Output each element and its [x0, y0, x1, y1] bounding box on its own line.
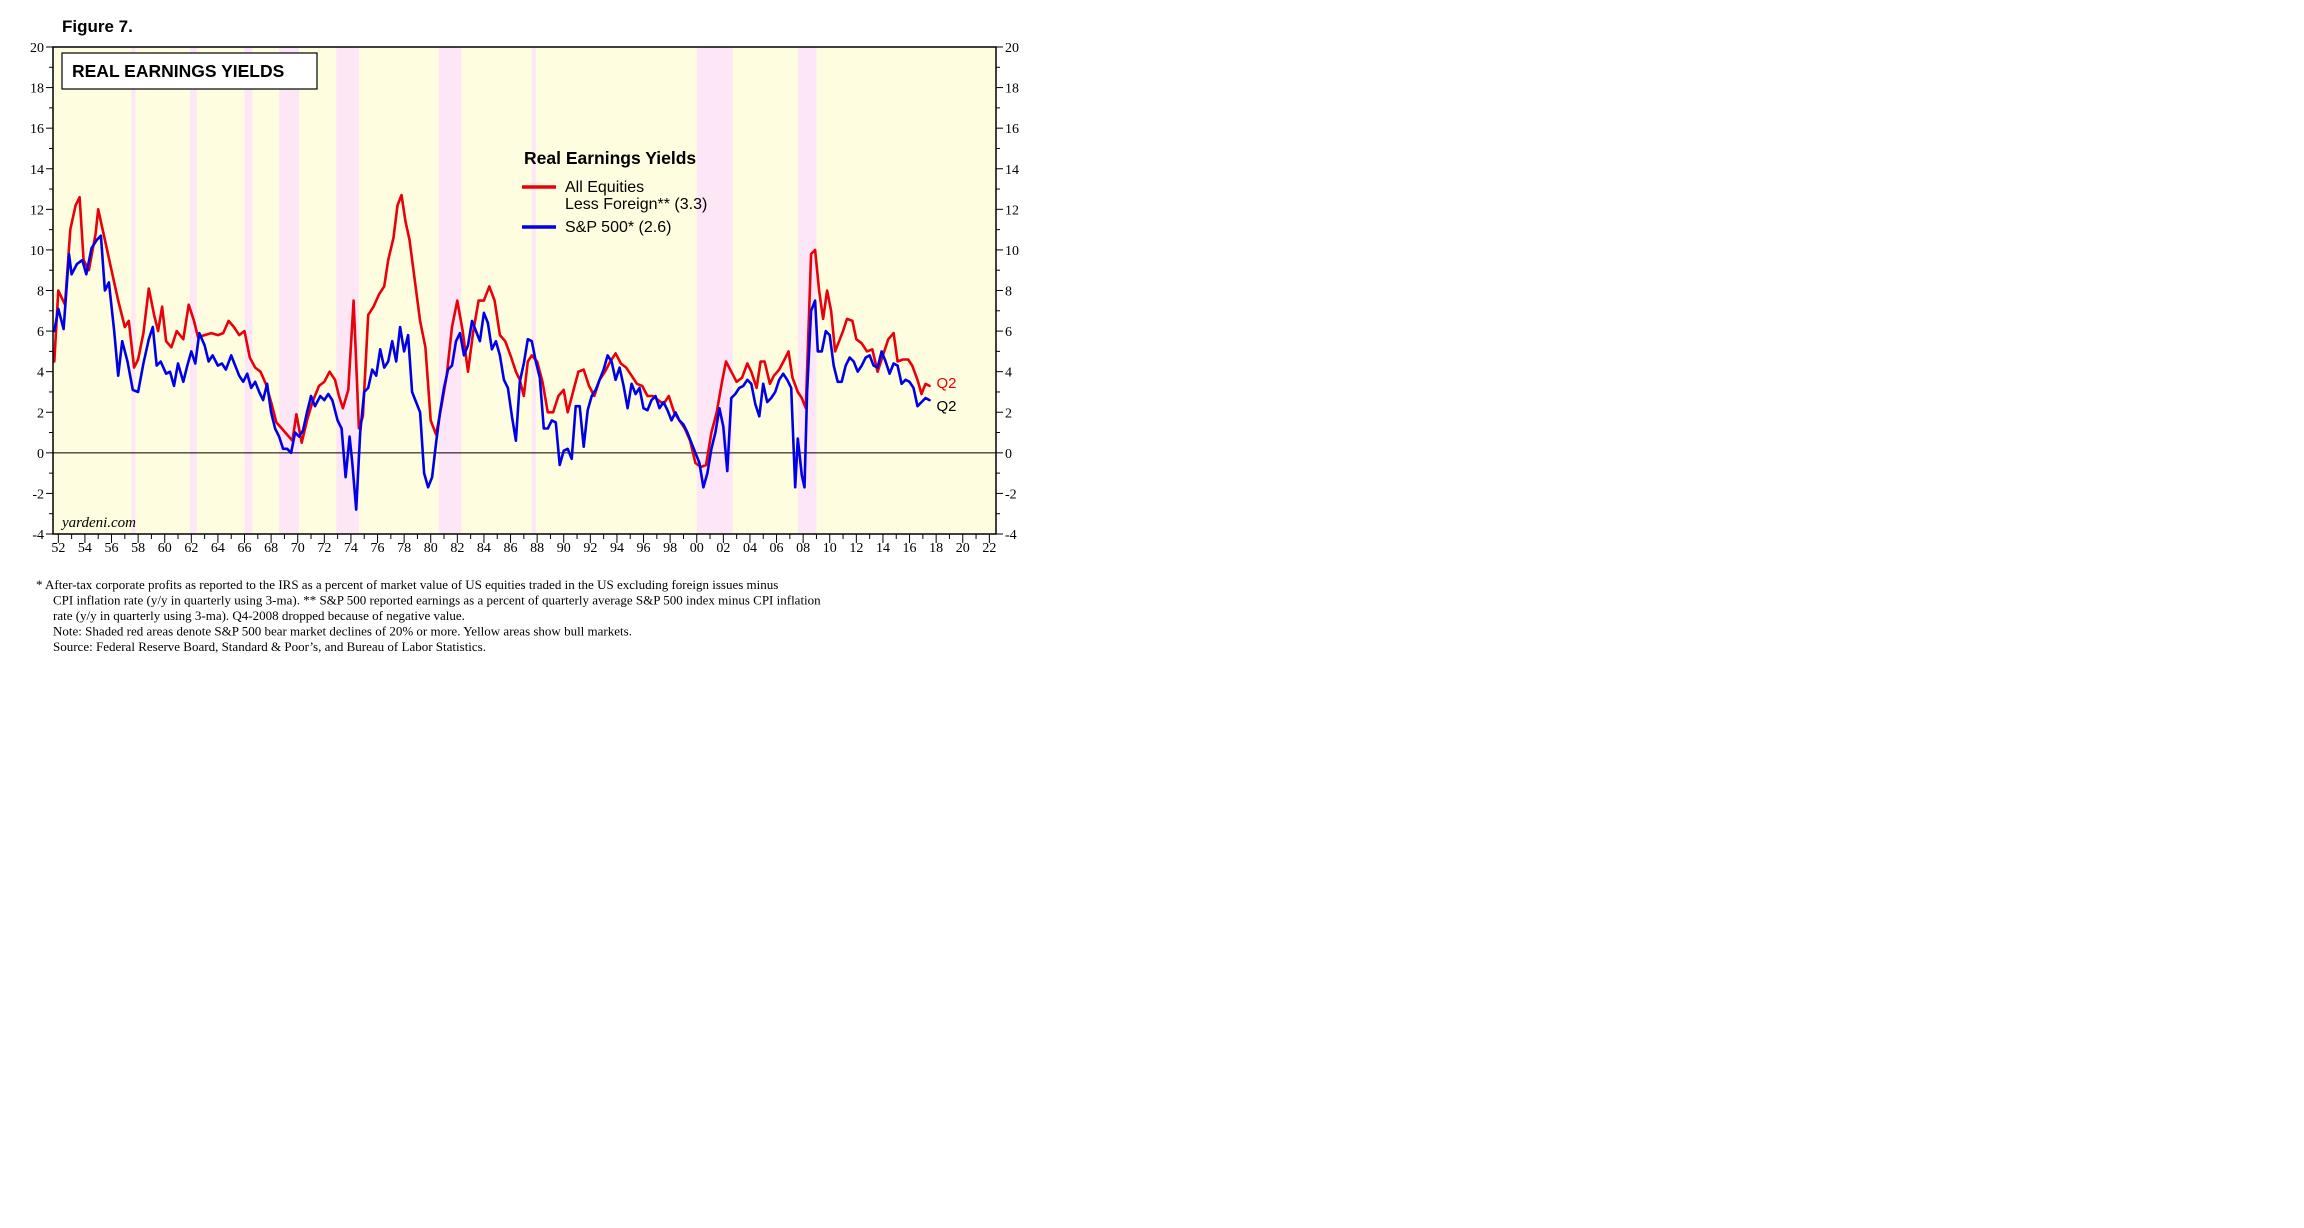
x-tick-label: 60 [158, 541, 172, 556]
chart-title: REAL EARNINGS YIELDS [72, 61, 284, 81]
x-tick-label: 54 [78, 541, 92, 556]
x-tick-label: 02 [716, 541, 730, 556]
figure-label: Figure 7. [62, 17, 133, 36]
y-tick-label: 10 [30, 244, 44, 259]
x-tick-label: 86 [504, 541, 518, 556]
y-tick-label: -4 [32, 528, 44, 543]
x-tick-label: 66 [238, 541, 252, 556]
x-tick-label: 04 [743, 541, 757, 556]
bear-market-band [438, 47, 462, 534]
bear-market-band [336, 47, 359, 534]
series-lines [53, 193, 931, 511]
y-tick-label: -4 [1005, 528, 1017, 543]
bear-market-band [279, 47, 300, 534]
series-line [53, 193, 931, 469]
footnote-line: Source: Federal Reserve Board, Standard … [53, 639, 486, 654]
legend-label: All Equities [565, 179, 644, 196]
bear-market-band [131, 47, 136, 534]
x-tick-label: 10 [823, 541, 837, 556]
y-tick-label: 16 [30, 122, 44, 137]
x-tick-label: 72 [317, 541, 331, 556]
y-axis-right: -4 -2 0 2 4 6 8 10 12 14 16 18 20 [996, 41, 1019, 543]
y-tick-label: 8 [37, 285, 44, 300]
footnote-line: * After-tax corporate profits as reporte… [36, 577, 778, 592]
y-axis-left: -4 -2 0 2 4 6 8 10 12 14 16 18 20 [30, 41, 53, 543]
y-tick-label: 8 [1005, 285, 1012, 300]
y-tick-label: 14 [1005, 163, 1019, 178]
x-tick-label: 18 [929, 541, 943, 556]
x-tick-label: 12 [849, 541, 863, 556]
bear-market-band [244, 47, 253, 534]
y-tick-label: 0 [1005, 447, 1012, 462]
series-line [53, 234, 931, 511]
footnote-line: CPI inflation rate (y/y in quarterly usi… [53, 593, 821, 608]
end-label: Q2 [936, 398, 956, 415]
x-tick-label: 56 [105, 541, 119, 556]
y-tick-label: 20 [30, 41, 44, 56]
x-tick-label: 78 [397, 541, 411, 556]
x-tick-label: 70 [291, 541, 305, 556]
x-tick-label: 94 [610, 541, 624, 556]
x-tick-label: 14 [876, 541, 890, 556]
x-tick-label: 08 [796, 541, 810, 556]
end-label: Q2 [936, 375, 956, 392]
y-tick-label: 14 [30, 163, 44, 178]
x-tick-label: 84 [477, 541, 491, 556]
y-tick-label: 18 [30, 82, 44, 97]
y-tick-label: 6 [1005, 325, 1012, 340]
y-tick-label: 0 [37, 447, 44, 462]
y-tick-label: 20 [1005, 41, 1019, 56]
y-tick-label: 18 [1005, 82, 1019, 97]
x-axis: 52 54 56 58 60 62 64 66 68 70 72 74 76 78 80 82 84 86 88 90… [51, 534, 996, 556]
footnote-line: Note: Shaded red areas denote S&P 500 be… [53, 624, 632, 639]
bear-market-band [797, 47, 817, 534]
y-tick-label: -2 [1005, 487, 1017, 502]
y-tick-label: -2 [32, 487, 44, 502]
bear-market-band [531, 47, 536, 534]
y-tick-label: 4 [1005, 366, 1012, 381]
y-tick-label: 10 [1005, 244, 1019, 259]
chart-title-box: REAL EARNINGS YIELDS [61, 52, 318, 90]
x-tick-label: 64 [211, 541, 225, 556]
y-tick-label: 12 [1005, 203, 1019, 218]
y-tick-label: 12 [30, 203, 44, 218]
x-tick-label: 76 [371, 541, 385, 556]
bear-market-band [189, 47, 197, 534]
x-tick-label: 06 [770, 541, 784, 556]
legend-label: Less Foreign** (3.3) [565, 196, 707, 213]
x-tick-label: 00 [690, 541, 704, 556]
plot-area [52, 46, 997, 535]
x-tick-label: 92 [583, 541, 597, 556]
x-tick-label: 74 [344, 541, 358, 556]
watermark: yardeni.com [60, 515, 136, 531]
y-tick-label: 16 [1005, 122, 1019, 137]
y-tick-label: 2 [1005, 406, 1012, 421]
x-tick-label: 68 [264, 541, 278, 556]
y-tick-label: 2 [37, 406, 44, 421]
x-tick-label: 52 [51, 541, 65, 556]
footnotes: * After-tax corporate profits as reporte… [36, 577, 821, 654]
x-tick-label: 58 [131, 541, 145, 556]
x-tick-label: 62 [184, 541, 198, 556]
x-tick-label: 22 [982, 541, 996, 556]
x-tick-label: 98 [663, 541, 677, 556]
legend-label: S&P 500* (2.6) [565, 219, 671, 236]
y-tick-label: 4 [37, 366, 44, 381]
x-tick-label: 80 [424, 541, 438, 556]
x-tick-label: 82 [450, 541, 464, 556]
x-tick-label: 88 [530, 541, 544, 556]
x-tick-label: 16 [903, 541, 917, 556]
y-tick-label: 6 [37, 325, 44, 340]
x-tick-label: 96 [637, 541, 651, 556]
x-tick-label: 90 [557, 541, 571, 556]
footnote-line: rate (y/y in quarterly using 3-ma). Q4-2… [53, 608, 465, 623]
legend-title: Real Earnings Yields [524, 148, 696, 168]
x-tick-label: 20 [956, 541, 970, 556]
